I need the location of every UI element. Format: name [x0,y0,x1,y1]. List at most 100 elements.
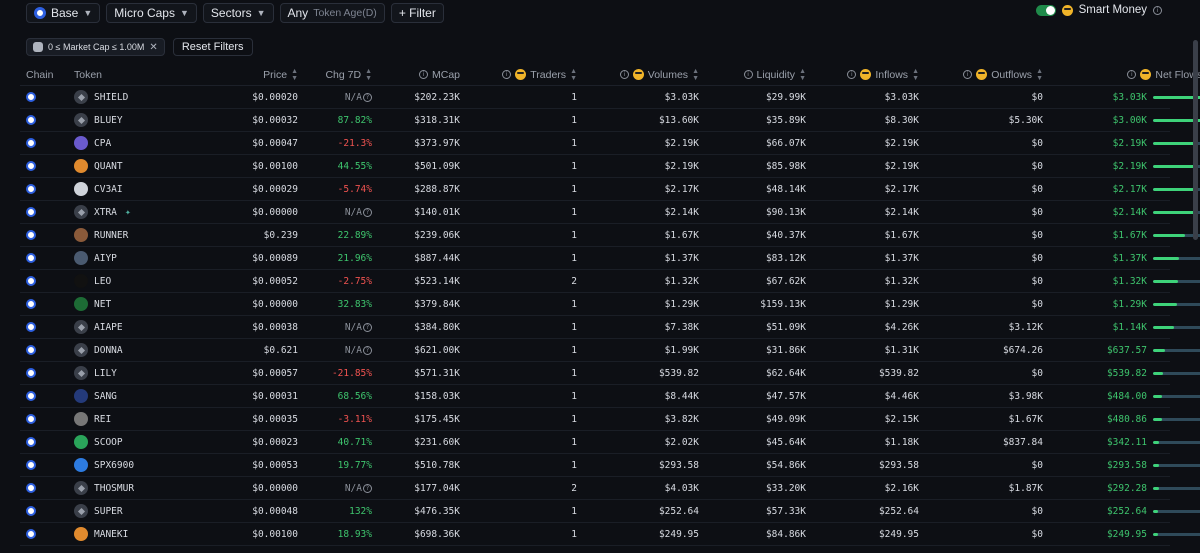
table-row[interactable]: CPA $0.00047 -21.3% $373.97K 1 $2.19K $66.07K $… [20,132,1200,155]
outflows-cell: $0 [1031,367,1043,379]
info-icon[interactable]: ? [363,207,372,217]
token-cell[interactable]: RUNNER [74,228,192,242]
price-cell: $0.00100 [252,528,298,540]
sort-icon: ▲ ▼ [365,67,372,82]
token-cell[interactable]: MANEKI [74,527,192,541]
token-cell[interactable]: AIYP [74,251,192,265]
chain-cell [20,345,74,355]
traders-cell: 2 [571,482,577,494]
column-mcap[interactable]: i MCap [372,69,460,81]
token-cell[interactable]: SHIELD [74,90,192,104]
token-cell[interactable]: QUANT [74,159,192,173]
column-outflows[interactable]: i Outflows ▲ ▼ [919,68,1043,82]
info-icon[interactable]: i [1127,70,1137,79]
table-row[interactable]: SUPER $0.00048 132% $476.35K 1 $252.64 $57.33K… [20,500,1200,523]
info-icon[interactable]: ? [363,483,372,493]
token-age-value: Any [287,6,309,20]
info-icon[interactable]: ? [363,322,372,332]
column-price[interactable]: Price ▲ ▼ [192,68,298,82]
outflows-cell: $0 [1031,528,1043,540]
token-cell[interactable]: LEO [74,274,192,288]
table-row[interactable]: BLUEY $0.00032 87.82% $318.31K 1 $13.60K $35.8… [20,109,1200,132]
chg-7d-cell: -5.74% [298,184,372,195]
net-flow-bar [1147,348,1200,352]
table-row[interactable]: SCOOP $0.00023 40.71% $231.60K 1 $2.02K $45.64… [20,431,1200,454]
token-cell[interactable]: AIAPE [74,320,192,334]
token-cell[interactable]: NET [74,297,192,311]
info-icon[interactable]: i [847,70,857,79]
token-cell[interactable]: CV3AI [74,182,192,196]
table-row[interactable]: LEO $0.00052 -2.75% $523.14K 2 $1.32K $67.62K $… [20,270,1200,293]
token-age-input[interactable]: Any Token Age(D) [279,3,385,23]
outflows-cell: $0 [1031,459,1043,471]
mcap-cell: $318.31K [414,114,460,126]
net-flow-bar [1147,118,1200,122]
table-row[interactable]: RUNNER $0.239 22.89% $239.06K 1 $1.67K $40.37K… [20,224,1200,247]
column-volumes[interactable]: i Volumes ▲ ▼ [577,68,699,82]
base-chain-icon [26,460,36,470]
table-row[interactable]: SPX6900 $0.00053 19.77% $510.78K 1 $293.58 $54… [20,454,1200,477]
traders-cell: 1 [571,413,577,425]
table-row[interactable]: MANEKI $0.00100 18.93% $698.36K 1 $249.95 $84.… [20,523,1200,546]
token-cell[interactable]: CPA [74,136,192,150]
column-traders[interactable]: i Traders ▲ ▼ [460,68,577,82]
scrollbar[interactable] [1193,40,1198,240]
token-cell[interactable]: BLUEY [74,113,192,127]
table-row[interactable]: SHIELD $0.00020 N/A? $202.23K 1 $3.03K $29.99K… [20,86,1200,109]
info-icon[interactable]: i [619,70,629,79]
net-flow-bar-track [1153,164,1200,168]
info-icon[interactable]: ? [363,345,372,355]
chain-selector[interactable]: Base ▼ [26,3,101,23]
mcap-cell: $158.03K [414,390,460,402]
column-liquidity[interactable]: i Liquidity ▲ ▼ [699,68,806,82]
market-cap-filter-chip[interactable]: 0 ≤ Market Cap ≤ 1.00M ✕ [26,38,165,56]
net-flows-cell: $1.32K [1112,275,1147,287]
mcap-cell: $379.84K [414,298,460,310]
inflows-cell: $2.19K [884,160,919,172]
token-cell[interactable]: SUPER [74,504,192,518]
table-row[interactable]: AIYP $0.00089 21.96% $887.44K 1 $1.37K $83.12K… [20,247,1200,270]
token-cell[interactable]: REI [74,412,192,426]
close-icon[interactable]: ✕ [149,41,158,53]
market-cap-selector[interactable]: Micro Caps ▼ [106,3,197,23]
token-cell[interactable]: SANG [74,389,192,403]
token-cell[interactable]: THOSMUR [74,481,192,495]
table-row[interactable]: XTRA ✦ $0.00000 N/A? $140.01K 1 $2.14K $90.13K $… [20,201,1200,224]
table-row[interactable]: THOSMUR $0.00000 N/A? $177.04K 2 $4.03K $33.20… [20,477,1200,500]
sectors-selector[interactable]: Sectors ▼ [202,3,274,23]
table-row[interactable]: CV3AI $0.00029 -5.74% $288.87K 1 $2.17K $48.14… [20,178,1200,201]
info-icon[interactable]: i [1153,5,1162,15]
info-icon[interactable]: ? [363,92,372,102]
net-flow-bar [1147,509,1200,513]
reset-filters-button[interactable]: Reset Filters [172,38,253,56]
info-icon[interactable]: i [963,70,973,79]
table-row[interactable]: REI $0.00035 -3.11% $175.45K 1 $3.82K $49.09K $… [20,408,1200,431]
table-row[interactable]: AIAPE $0.00038 N/A? $384.80K 1 $7.38K $51.09K $… [20,316,1200,339]
token-cell[interactable]: LILY [74,366,192,380]
info-icon[interactable]: i [418,70,428,79]
column-chg-7d[interactable]: Chg 7D ▲ ▼ [298,68,372,82]
net-flow-bar-fill [1153,486,1159,490]
column-inflows[interactable]: i Inflows ▲ ▼ [806,68,919,82]
token-cell[interactable]: XTRA ✦ [74,205,192,219]
info-icon[interactable]: i [743,70,753,79]
table-row[interactable]: SANG $0.00031 68.56% $158.03K 1 $8.44K $47.57K… [20,385,1200,408]
smart-money-toggle[interactable] [1035,4,1056,16]
add-filter-button[interactable]: + Filter [390,3,444,23]
column-chg-label: Chg 7D [325,68,362,81]
info-icon[interactable]: i [502,70,512,79]
token-icon [74,343,88,357]
token-cell[interactable]: SCOOP [74,435,192,449]
net-flows-cell: $249.95 [1106,528,1147,540]
table-row[interactable]: DONNA $0.621 N/A? $621.00K 1 $1.99K $31.86K $1.… [20,339,1200,362]
table-row[interactable]: QUANT $0.00100 44.55% $501.09K 1 $2.19K $85.98… [20,155,1200,178]
column-token[interactable]: Token [74,69,192,81]
token-cell[interactable]: DONNA [74,343,192,357]
table-row[interactable]: NET $0.00000 32.83% $379.84K 1 $1.29K $159.13K… [20,293,1200,316]
table-row[interactable]: LILY $0.00057 -21.85% $571.31K 1 $539.82 $62.6… [20,362,1200,385]
token-cell[interactable]: SPX6900 [74,458,192,472]
column-chain[interactable]: Chain [20,69,74,81]
volumes-cell: $4.03K [664,482,699,494]
column-token-label: Token [74,68,103,81]
